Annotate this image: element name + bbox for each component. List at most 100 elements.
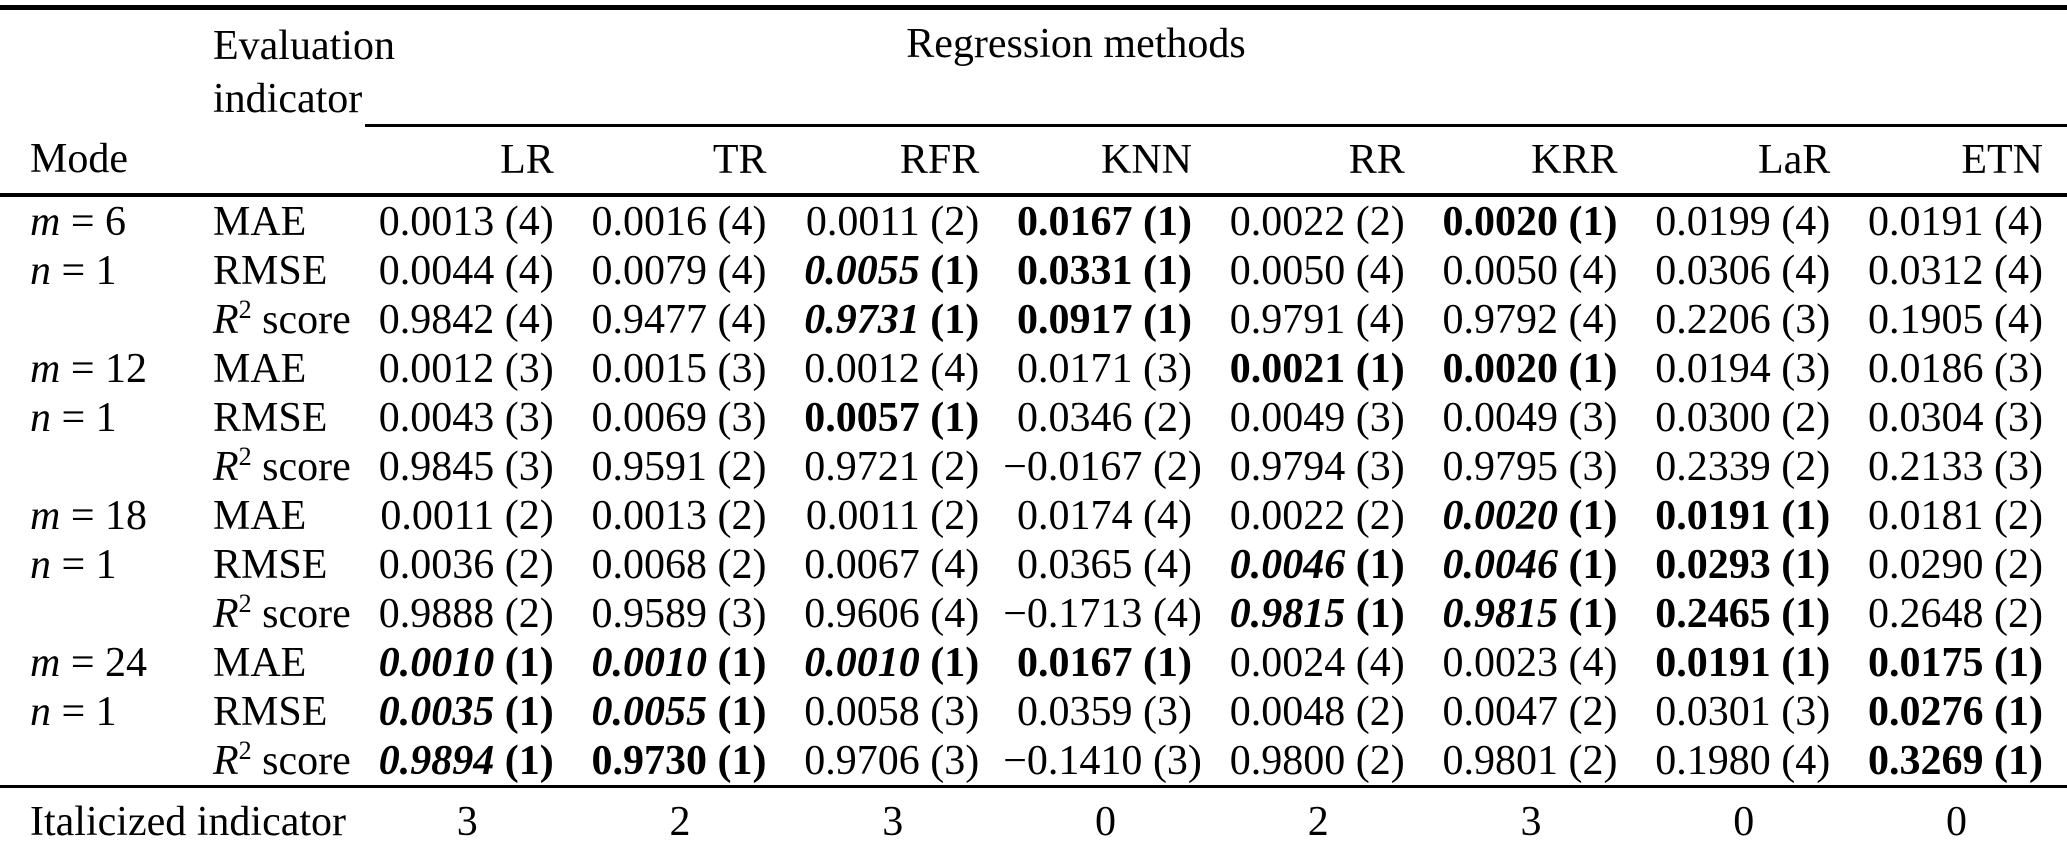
- rank-value: (1): [717, 737, 767, 784]
- rank-value: (4): [717, 296, 767, 343]
- rank-value: (2): [717, 541, 767, 588]
- rank-value: (1): [504, 737, 554, 784]
- value-cell-rr: 0.0048 (2): [1216, 687, 1429, 736]
- metric-value: 0.9589: [591, 590, 708, 637]
- metric-value: 0.0020: [1442, 345, 1559, 392]
- value-cell-etn: 0.0304 (3): [1854, 393, 2067, 442]
- rank-value: (1): [930, 247, 980, 294]
- value-cell-rr: 0.0024 (4): [1216, 638, 1429, 687]
- rank-value: (3): [1994, 394, 2043, 441]
- value-cell-tr: 0.0010 (1): [578, 638, 791, 687]
- value-cell-rfr: 0.9706 (3): [791, 736, 1004, 787]
- metric-value: 0.0012: [378, 345, 495, 392]
- value-cell-lr: 0.9894 (1): [365, 736, 578, 787]
- value-cell-etn: 0.2133 (3): [1854, 442, 2067, 491]
- metric-value: 0.0191: [1655, 492, 1771, 539]
- metric-value: 0.9800: [1229, 737, 1346, 784]
- rank-value: (3): [930, 737, 980, 784]
- value-cell-knn: 0.0331 (1): [1003, 246, 1216, 295]
- metric-value: 0.0046: [1229, 541, 1346, 588]
- value-cell-etn: 0.0186 (3): [1854, 344, 2067, 393]
- metric-value: −0.0167: [1003, 443, 1143, 490]
- rank-value: (3): [504, 443, 554, 490]
- rank-value: (3): [504, 345, 554, 392]
- rank-value: (4): [1355, 247, 1405, 294]
- rank-value: (3): [1568, 443, 1618, 490]
- metric-value: 0.0167: [1017, 198, 1133, 245]
- metric-value: −0.1410: [1003, 737, 1143, 784]
- value-cell-krr: 0.0020 (1): [1429, 195, 1642, 246]
- evaluation-indicator-line1: Evaluation: [213, 23, 395, 69]
- italicized-count-rfr: 3: [882, 799, 904, 845]
- rank-value: (3): [1143, 345, 1192, 392]
- italicized-count-rr: 2: [1307, 799, 1329, 845]
- value-cell-lr: 0.9842 (4): [365, 295, 578, 344]
- rank-value: (1): [1143, 639, 1192, 686]
- metric-value: 0.2339: [1655, 443, 1771, 490]
- metric-value: 0.9791: [1229, 296, 1346, 343]
- value-cell-krr: 0.0046 (1): [1429, 540, 1642, 589]
- value-cell-knn: 0.0346 (2): [1003, 393, 1216, 442]
- metric-value: 0.0010: [804, 639, 920, 686]
- value-cell-rr: 0.9794 (3): [1216, 442, 1429, 491]
- italicized-count-tr: 2: [669, 799, 691, 845]
- metric-value: 0.0306: [1655, 247, 1771, 294]
- method-header-tr: TR: [712, 137, 767, 183]
- value-cell-knn: 0.0174 (4): [1003, 491, 1216, 540]
- rank-value: (1): [1143, 296, 1192, 343]
- value-cell-tr: 0.0013 (2): [578, 491, 791, 540]
- metric-value: 0.0304: [1868, 394, 1984, 441]
- value-cell-etn: 0.0312 (4): [1854, 246, 2067, 295]
- value-cell-krr: 0.9815 (1): [1429, 589, 1642, 638]
- metric-value: 0.2648: [1868, 590, 1984, 637]
- rank-value: (1): [1143, 198, 1192, 245]
- metric-value: 0.9730: [591, 737, 708, 784]
- value-cell-lr: 0.0010 (1): [365, 638, 578, 687]
- value-cell-krr: 0.0020 (1): [1429, 344, 1642, 393]
- value-cell-rr: 0.0049 (3): [1216, 393, 1429, 442]
- rank-value: (1): [1355, 345, 1405, 392]
- metric-value: 0.0312: [1868, 247, 1984, 294]
- metric-value: 0.0068: [591, 541, 708, 588]
- value-cell-tr: 0.0016 (4): [578, 195, 791, 246]
- value-cell-lar: 0.0191 (1): [1642, 491, 1855, 540]
- metric-value: 0.0055: [804, 247, 920, 294]
- rank-value: (2): [1568, 737, 1618, 784]
- metric-value: 0.0016: [591, 198, 708, 245]
- rank-value: (1): [930, 394, 980, 441]
- rank-value: (3): [1994, 443, 2043, 490]
- value-cell-etn: 0.1905 (4): [1854, 295, 2067, 344]
- value-cell-tr: 0.0079 (4): [578, 246, 791, 295]
- rank-value: (1): [1568, 345, 1618, 392]
- metric-value: 0.0024: [1229, 639, 1346, 686]
- value-cell-lar: 0.0194 (3): [1642, 344, 1855, 393]
- value-cell-rfr: 0.0067 (4): [791, 540, 1004, 589]
- rank-value: (1): [1568, 590, 1618, 637]
- metric-value: 0.1980: [1655, 737, 1771, 784]
- rank-value: (4): [1143, 492, 1192, 539]
- value-cell-lr: 0.0035 (1): [365, 687, 578, 736]
- table-row: n = 1 RMSE 0.0036 (2) 0.0068 (2) 0.0067 (4) 0…: [0, 540, 2067, 589]
- mode-cell: n = 1: [30, 688, 117, 735]
- rank-value: (2): [1994, 590, 2043, 637]
- rank-value: (4): [930, 590, 980, 637]
- metric-value: 0.0022: [1229, 198, 1346, 245]
- value-cell-rr: 0.9800 (2): [1216, 736, 1429, 787]
- table-body: m = 6 MAE 0.0013 (4) 0.0016 (4) 0.0011 (2) 0.…: [0, 195, 2067, 787]
- metric-value: 0.0069: [591, 394, 708, 441]
- rank-value: (2): [717, 492, 767, 539]
- metric-value: 0.0013: [591, 492, 708, 539]
- metric-value: 0.0181: [1868, 492, 1984, 539]
- value-cell-lr: 0.9888 (2): [365, 589, 578, 638]
- metric-value: 0.9842: [378, 296, 495, 343]
- metric-value: 0.0186: [1868, 345, 1984, 392]
- value-cell-knn: −0.0167 (2): [1003, 442, 1216, 491]
- italicized-indicator-row: Italicized indicator 3 2 3 0 2 3 0 0: [0, 787, 2067, 853]
- metric-value: 0.0011: [805, 198, 920, 245]
- value-cell-lar: 0.0306 (4): [1642, 246, 1855, 295]
- value-cell-lar: 0.1980 (4): [1642, 736, 1855, 787]
- table-row: m = 18 MAE 0.0011 (2) 0.0013 (2) 0.0011 (2) 0…: [0, 491, 2067, 540]
- rank-value: (3): [717, 394, 767, 441]
- rank-value: (4): [1994, 247, 2043, 294]
